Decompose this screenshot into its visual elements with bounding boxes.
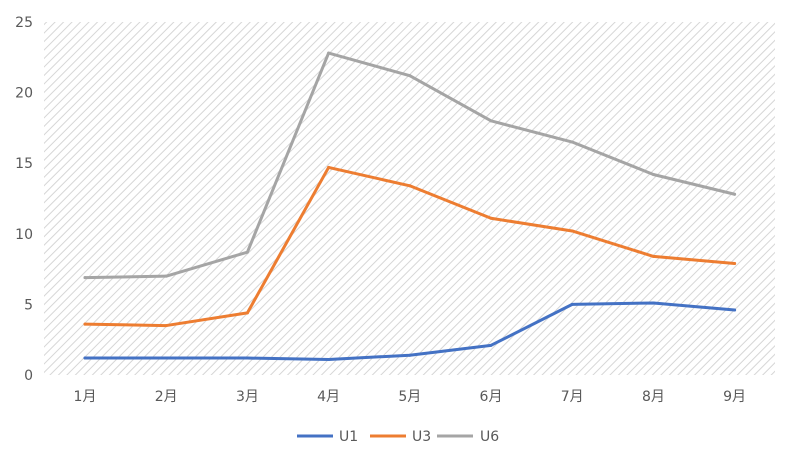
- data-point-u1: [327, 357, 331, 361]
- data-point-u6: [408, 74, 412, 78]
- x-tick-label: 9月: [723, 389, 746, 405]
- x-tick-label: 6月: [480, 389, 503, 405]
- x-tick-label: 1月: [74, 389, 97, 405]
- plot-area: [44, 22, 775, 375]
- data-point-u3: [651, 254, 655, 258]
- data-point-u6: [570, 140, 574, 144]
- y-tick-label: 25: [15, 15, 33, 31]
- y-tick-label: 10: [15, 227, 33, 243]
- data-point-u3: [408, 184, 412, 188]
- data-point-u6: [327, 51, 331, 55]
- legend-label-u1: U1: [339, 429, 358, 445]
- x-tick-label: 2月: [155, 389, 178, 405]
- y-tick-label: 0: [24, 368, 33, 384]
- data-point-u6: [245, 250, 249, 254]
- data-point-u1: [245, 356, 249, 360]
- data-point-u3: [489, 216, 493, 220]
- data-point-u1: [489, 343, 493, 347]
- data-point-u3: [327, 165, 331, 169]
- data-point-u1: [733, 308, 737, 312]
- data-point-u3: [733, 261, 737, 265]
- data-point-u3: [570, 229, 574, 233]
- x-tick-label: 8月: [642, 389, 665, 405]
- data-point-u1: [651, 301, 655, 305]
- data-point-u6: [489, 119, 493, 123]
- legend-label-u3: U3: [412, 429, 431, 445]
- x-tick-label: 3月: [236, 389, 259, 405]
- data-point-u1: [164, 356, 168, 360]
- data-point-u1: [570, 302, 574, 306]
- y-tick-label: 20: [15, 86, 33, 102]
- data-point-u3: [164, 324, 168, 328]
- data-point-u3: [245, 311, 249, 315]
- x-tick-label: 7月: [561, 389, 584, 405]
- data-point-u3: [83, 322, 87, 326]
- data-point-u6: [651, 172, 655, 176]
- x-tick-label: 4月: [317, 389, 340, 405]
- legend-label-u6: U6: [480, 429, 499, 445]
- y-tick-label: 5: [24, 297, 33, 313]
- data-point-u1: [83, 356, 87, 360]
- data-point-u6: [83, 276, 87, 280]
- y-tick-label: 15: [15, 156, 33, 172]
- x-tick-label: 5月: [398, 389, 421, 405]
- data-point-u6: [733, 192, 737, 196]
- data-point-u6: [164, 274, 168, 278]
- data-point-u1: [408, 353, 412, 357]
